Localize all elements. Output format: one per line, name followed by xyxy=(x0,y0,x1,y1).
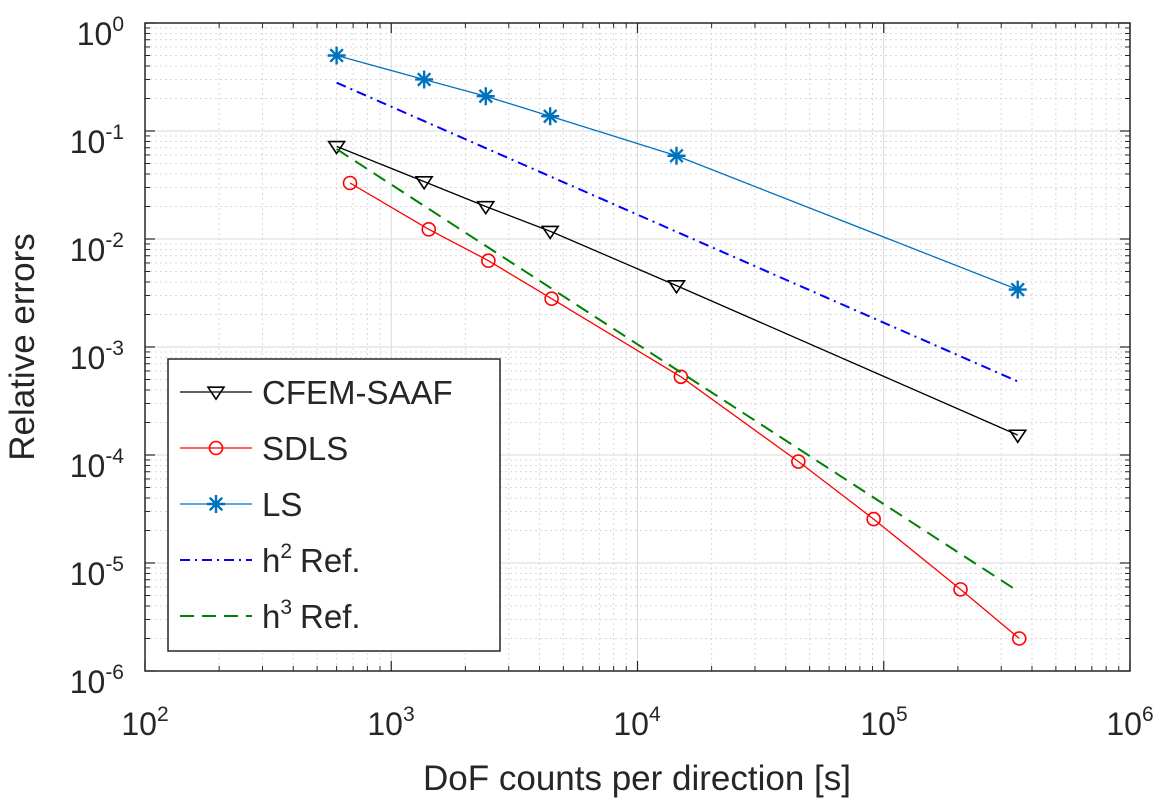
series-ls-marker xyxy=(541,107,560,126)
series-cfem-saaf-marker xyxy=(540,225,560,240)
y-tick-label: 10-3 xyxy=(70,337,124,376)
series-ls-marker xyxy=(1008,280,1027,299)
y-tick-label: 10-6 xyxy=(70,661,124,700)
series-sdls-marker xyxy=(1011,631,1027,646)
legend-label-h2-ref: h2 Ref. xyxy=(262,540,361,579)
y-tick-label: 10-4 xyxy=(70,445,125,484)
series-sdls-marker xyxy=(421,221,437,237)
series-cfem-saaf-marker xyxy=(327,140,347,156)
series-ls-line xyxy=(336,54,1018,291)
series-sdls-marker xyxy=(481,253,496,268)
legend-label-cfem-saaf: CFEM-SAAF xyxy=(262,374,453,411)
tick-marks xyxy=(144,22,1131,672)
y-tick-label: 10-5 xyxy=(70,553,124,592)
series-h2-ref-line xyxy=(336,81,1019,383)
series-sdls-marker xyxy=(866,511,881,527)
series-cfem-saaf-line xyxy=(336,145,1018,436)
series-h3-ref xyxy=(336,148,1019,592)
y-axis-label: Relative errors xyxy=(3,233,42,461)
series-sdls-marker xyxy=(342,175,358,191)
y-tick-label: 10-1 xyxy=(70,121,124,160)
legend-sample-sdls-marker xyxy=(208,440,224,456)
series-ls-marker xyxy=(415,70,434,89)
series-cfem-saaf xyxy=(327,140,1028,444)
series-ls-marker xyxy=(667,146,686,165)
series-cfem-saaf-marker xyxy=(1008,429,1028,444)
y-tick-label: 100 xyxy=(77,13,124,52)
legend-sample-cfem-saaf-marker xyxy=(206,386,226,401)
legend-label-h3-ref: h3 Ref. xyxy=(262,596,361,635)
series-h2-ref xyxy=(336,81,1019,383)
legend-samples xyxy=(180,386,252,617)
legend-label-sdls: SDLS xyxy=(262,430,348,467)
y-tick-label: 10-2 xyxy=(70,229,124,268)
series-cfem-saaf-marker xyxy=(476,200,496,216)
legend-label-ls: LS xyxy=(262,486,302,523)
x-tick-label: 103 xyxy=(367,703,414,742)
x-tick-label: 105 xyxy=(860,703,907,742)
series-sdls-marker xyxy=(953,582,968,597)
series-sdls-marker xyxy=(544,291,559,307)
series-ls xyxy=(327,46,1027,299)
x-tick-label: 104 xyxy=(613,703,661,742)
series-h3-ref-line xyxy=(336,148,1019,592)
series-cfem-saaf-marker xyxy=(667,280,686,295)
x-tick-label: 102 xyxy=(121,703,168,742)
legend: CFEM-SAAF SDLS LS h2 Ref. h3 Ref. xyxy=(167,358,501,652)
series-ls-marker xyxy=(327,46,346,65)
series-sdls-line xyxy=(349,182,1020,639)
series-cfem-saaf-marker xyxy=(414,176,434,191)
legend-sample-ls-marker xyxy=(207,495,225,513)
series-sdls-marker xyxy=(791,454,806,469)
x-tick-label: 106 xyxy=(1106,703,1153,742)
series-layer xyxy=(327,46,1028,646)
series-ls-marker xyxy=(476,87,495,106)
x-axis-label: DoF counts per direction [s] xyxy=(423,759,851,798)
series-sdls xyxy=(342,175,1027,646)
